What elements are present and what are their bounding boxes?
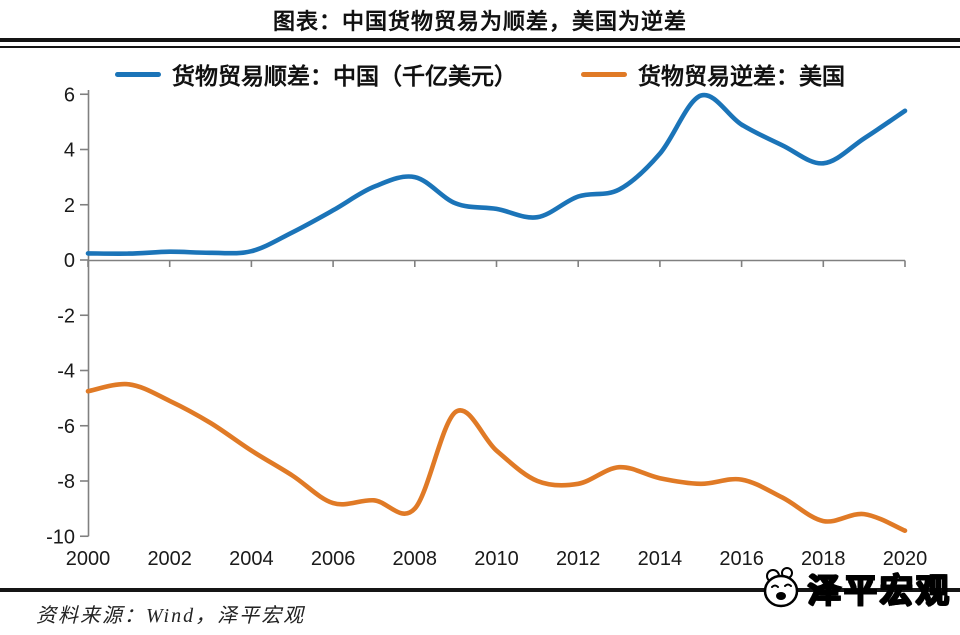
y-axis-tick-label: -6 — [57, 416, 75, 438]
source-note: 资料来源：Wind，泽平宏观 — [36, 605, 306, 627]
legend-line-icon — [115, 71, 161, 77]
x-axis-tick-label: 2010 — [474, 548, 519, 570]
legend-item-china-surplus: 货物贸易顺差：中国（千亿美元） — [115, 57, 517, 91]
footer-rule — [0, 588, 960, 592]
legend-label-us-deficit: 货物贸易逆差：美国 — [638, 63, 845, 89]
x-axis-tick-label: 2006 — [311, 548, 356, 570]
series-line-china-surplus — [85, 92, 908, 256]
y-axis-tick-label: -8 — [57, 471, 75, 493]
x-axis-tick-label: 2012 — [556, 548, 601, 570]
y-axis-tick-label: 0 — [64, 250, 75, 272]
y-axis-tick-label: 2 — [64, 195, 75, 217]
chart-title: 图表：中国货物贸易为顺差，美国为逆差 — [272, 9, 687, 34]
legend-line-icon — [581, 71, 627, 77]
y-axis-tick-label: 4 — [64, 140, 75, 162]
y-axis-tick-label: -4 — [57, 361, 75, 383]
x-axis-tick-label: 2016 — [719, 548, 764, 570]
x-axis-tick-label: 2002 — [147, 548, 192, 570]
x-axis-tick-label: 2000 — [66, 548, 111, 570]
legend-item-us-deficit: 货物贸易逆差：美国 — [581, 57, 845, 91]
brand-logo-text: 泽平宏观 — [807, 571, 952, 610]
y-axis-tick-label: 6 — [64, 84, 75, 106]
legend-label-china-surplus: 货物贸易顺差：中国（千亿美元） — [172, 63, 517, 89]
x-axis-tick-label: 2020 — [883, 548, 928, 570]
zeping-mascot-icon — [763, 567, 799, 608]
x-axis-tick-label: 2004 — [229, 548, 274, 570]
brand-logo: 泽平宏观 — [760, 564, 952, 612]
y-axis-tick-label: -2 — [57, 305, 75, 327]
y-axis-tick-label: -10 — [46, 526, 75, 548]
series-line-us-deficit — [85, 381, 908, 533]
x-axis-tick-label: 2014 — [638, 548, 683, 570]
x-axis-tick-label: 2008 — [393, 548, 438, 570]
chart-legend: 货物贸易顺差：中国（千亿美元） 货物贸易逆差：美国 — [0, 57, 960, 91]
title-double-rule — [0, 38, 960, 48]
x-axis-tick-label: 2018 — [801, 548, 846, 570]
